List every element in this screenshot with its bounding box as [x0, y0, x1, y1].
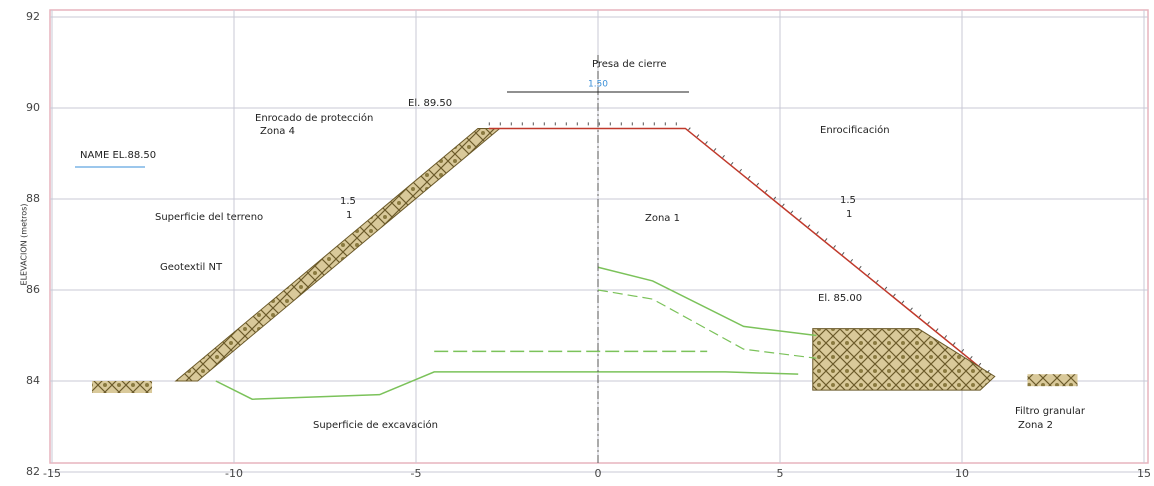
label: Superficie de excavación — [313, 419, 438, 431]
ground-line — [597, 266, 817, 337]
y-tick-label: 86 — [26, 283, 40, 296]
label: Geotextil NT — [160, 262, 223, 273]
label: 1.5 — [340, 196, 356, 207]
label: 1 — [846, 209, 852, 220]
x-tick-label: -5 — [411, 467, 422, 480]
label: Presa de cierre — [592, 59, 667, 70]
riprap — [174, 127, 502, 382]
label: El. 89.50 — [408, 98, 452, 109]
y-tick-label: 84 — [26, 374, 40, 387]
label: Enrocificación — [820, 124, 890, 136]
ground-pad — [1027, 374, 1078, 387]
ground-line — [215, 371, 799, 400]
y-tick-label: 82 — [26, 465, 40, 478]
x-tick-label: 10 — [955, 467, 969, 480]
x-tick-label: -10 — [225, 467, 243, 480]
label: Zona 1 — [645, 213, 680, 224]
label: Filtro granular — [1015, 406, 1086, 417]
filter-block — [812, 328, 996, 391]
label: Zona 4 — [260, 126, 295, 137]
frame — [49, 9, 1149, 464]
x-tick-label: 0 — [595, 467, 602, 480]
label: NAME EL.88.50 — [80, 150, 156, 161]
label: 1 — [346, 210, 352, 221]
x-tick-label: -15 — [43, 467, 61, 480]
dam-outline — [488, 127, 992, 378]
y-tick-label: 90 — [26, 101, 40, 114]
label: Enrocado de protección — [255, 112, 373, 124]
ground-line — [597, 289, 817, 359]
ground-pad — [92, 381, 153, 393]
label: Zona 2 — [1018, 420, 1053, 431]
label: El. 85.00 — [818, 293, 862, 304]
x-tick-label: 15 — [1137, 467, 1151, 480]
label: 1.5 — [840, 195, 856, 206]
y-tick-label: 88 — [26, 192, 40, 205]
label: 1.50 — [588, 80, 608, 90]
y-axis-label: ELEVACION (metros) — [20, 204, 29, 286]
y-tick-label: 92 — [26, 10, 40, 23]
x-tick-label: 5 — [777, 467, 784, 480]
label: Superficie del terreno — [155, 212, 263, 223]
